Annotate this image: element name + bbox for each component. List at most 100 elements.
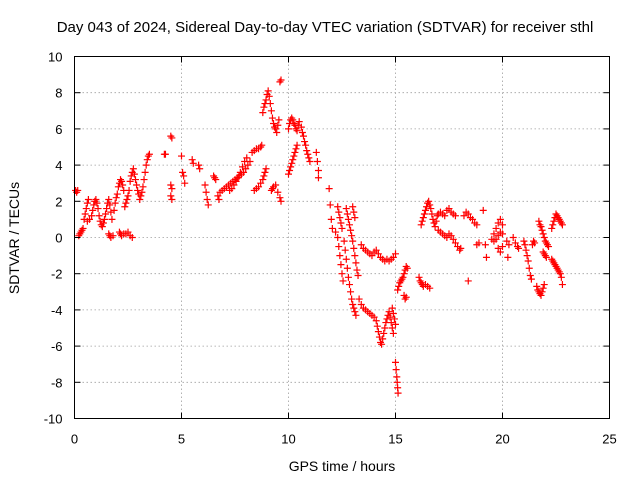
data-point [503,237,511,245]
data-point [328,224,336,232]
data-point [505,241,513,249]
data-point [326,201,334,209]
data-point [108,215,116,223]
data-point [273,129,281,137]
data-point [88,212,96,220]
data-point [114,183,122,191]
data-point [349,203,357,211]
data-point [354,272,362,280]
y-tick-label: 8 [55,86,62,101]
data-point [347,288,355,296]
data-point [426,201,434,209]
data-point [343,264,351,272]
data-point [374,250,382,258]
data-point [306,157,314,165]
data-point [537,291,545,299]
data-point [374,328,382,336]
data-point [130,170,138,178]
y-tick-label: 6 [55,122,62,137]
data-point [81,210,89,218]
data-point [204,201,212,209]
data-point [83,199,91,207]
data-point [312,148,320,156]
data-point [214,192,222,200]
data-point [539,284,547,292]
data-point [372,246,380,254]
data-point [539,230,547,238]
data-point [522,246,530,254]
data-point [451,212,459,220]
data-point [428,210,436,218]
data-point [128,234,136,241]
x-tick-label: 15 [388,432,402,447]
data-point [352,259,360,267]
data-point [121,203,129,211]
data-point [394,389,402,397]
data-point [558,281,566,289]
data-point [392,366,400,374]
data-point [473,221,481,229]
data-point [196,165,204,173]
data-point [292,145,300,153]
data-point [74,186,82,194]
data-point [526,272,534,280]
data-point [259,176,267,184]
data-point [335,243,343,251]
data-point [336,252,344,260]
data-point [92,195,100,203]
data-point [531,239,539,247]
data-point [350,304,358,312]
data-point [274,188,282,196]
data-point [111,199,119,207]
data-points [72,76,566,397]
data-point [142,161,150,169]
data-point [451,239,459,247]
data-point [298,129,306,137]
data-point [299,132,307,140]
data-point [432,217,440,225]
data-point [261,168,269,176]
data-point [445,205,453,213]
data-point [521,241,529,249]
data-point [236,168,244,176]
data-point [457,244,465,252]
gridlines [74,56,610,419]
data-point [167,181,175,189]
data-point [262,165,270,173]
chart-title: Day 043 of 2024, Sidereal Day-to-day VTE… [57,19,594,36]
data-point [443,234,451,241]
data-point [515,244,523,252]
data-point [353,266,361,274]
data-point [188,156,196,164]
data-point [388,304,396,312]
data-point [137,192,145,200]
data-point [395,282,403,290]
data-point [460,212,468,220]
data-point [203,195,211,203]
data-point [557,273,565,281]
data-point [447,232,455,240]
data-point [538,288,546,296]
data-point [241,157,249,165]
data-point [421,206,429,214]
data-point [475,239,483,247]
x-tick-label: 10 [281,432,295,447]
data-point [499,221,506,229]
data-point [95,212,103,220]
data-point [372,317,380,325]
data-point [335,208,343,216]
data-point [496,248,504,256]
data-point [124,192,132,200]
data-point [386,313,394,321]
data-point [289,156,297,164]
data-point [301,138,309,146]
data-point [499,230,506,238]
data-point [344,215,352,223]
data-point [545,243,553,251]
y-axis-label: SDTVAR / TECUs [6,182,22,294]
data-point [338,224,346,232]
data-point [352,311,360,319]
data-point [109,232,117,240]
data-point [392,320,399,328]
